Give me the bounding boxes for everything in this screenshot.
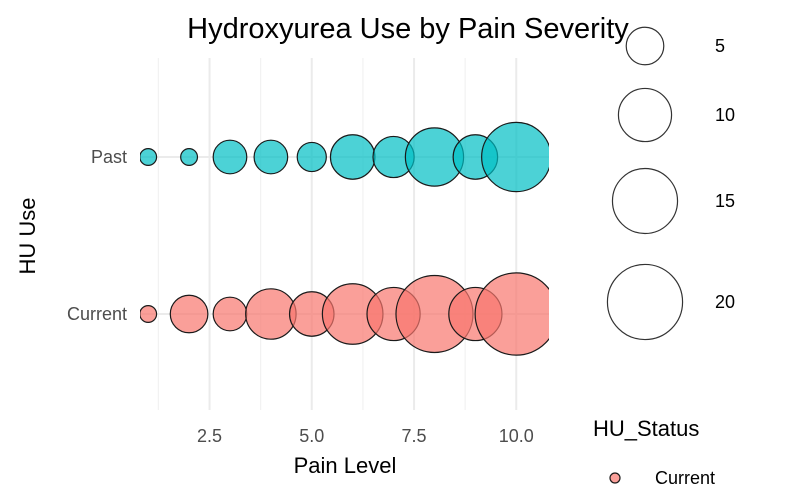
color-legend: Current [609,468,715,488]
color-legend-label: Current [655,468,715,488]
x-tick-label: 7.5 [402,426,427,446]
bubble-past [329,134,376,180]
size-legend-label: 15 [715,191,735,211]
y-tick-label: Current [67,304,127,324]
grid-lines [140,58,549,410]
size-legend-key [611,167,679,235]
bubble-past [253,139,289,175]
bubble-current [212,296,248,332]
size-legend-key [606,263,684,341]
bubble-past [212,139,248,175]
size-legend-key [625,26,665,66]
y-axis-ticks: Current Past [67,147,127,324]
bubble-past [180,148,199,167]
bubble-current [474,272,549,356]
y-tick-label: Past [91,147,127,167]
bubble-past [140,148,158,166]
x-axis-title: Pain Level [294,453,397,478]
size-legend-key [617,87,673,143]
bubble-past [481,121,549,193]
color-legend-key [609,472,621,484]
bubble-marks [140,121,549,356]
chart-title: Hydroxyurea Use by Pain Severity [187,13,629,45]
size-legend-label: 5 [715,36,725,56]
size-legend: 5 10 15 20 [606,26,735,341]
color-legend-title: HU_Status [593,416,699,441]
bubble-current [245,288,297,340]
bubble-current [169,294,209,334]
size-legend-label: 10 [715,105,735,125]
x-tick-label: 10.0 [499,426,534,446]
x-axis-ticks: 2.5 5.0 7.5 10.0 [197,426,534,446]
bubble-past [296,141,327,173]
x-tick-label: 5.0 [299,426,324,446]
x-tick-label: 2.5 [197,426,222,446]
bubble-current [140,305,158,323]
y-axis-title: HU Use [15,197,40,274]
size-legend-label: 20 [715,292,735,312]
